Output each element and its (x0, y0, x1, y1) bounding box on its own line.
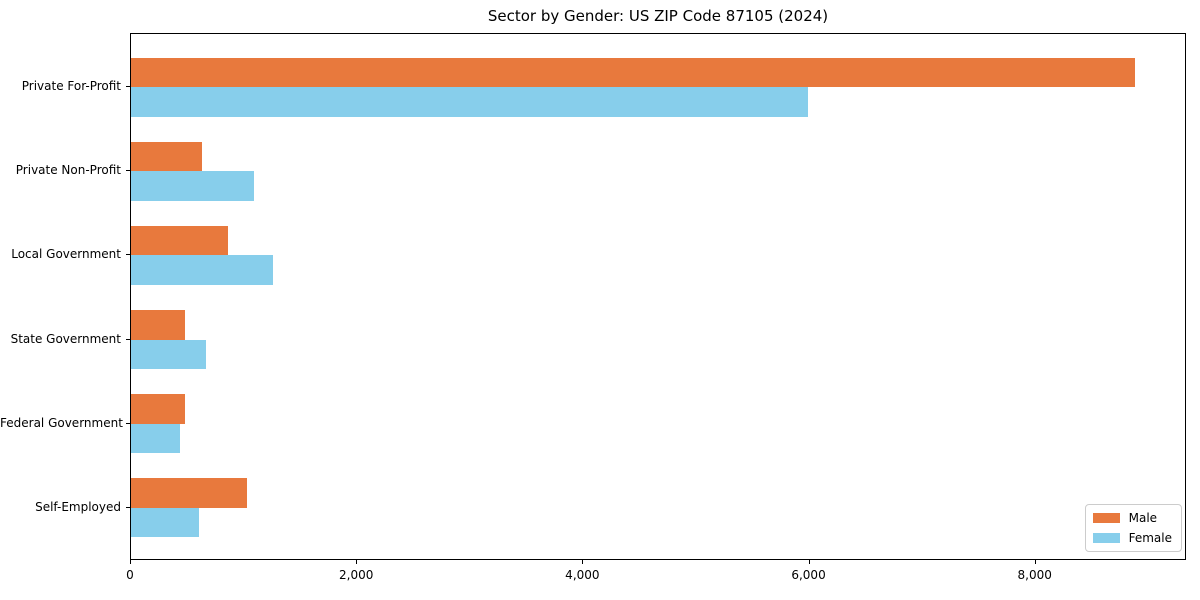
bar-female-federal-government (131, 423, 180, 453)
legend-label-male: Male (1128, 511, 1158, 525)
category-label-state-government: State Government (10, 331, 121, 346)
bar-female-local-government (131, 255, 274, 285)
bar-female-private-for-profit (131, 87, 809, 117)
bar-male-self-employed (131, 478, 248, 508)
category-label-private-for-profit: Private For-Profit (21, 79, 121, 94)
bar-female-self-employed (131, 507, 199, 538)
bar-male-local-government (131, 226, 229, 256)
x-tick (1034, 560, 1036, 564)
plot-area: Male Female (130, 33, 1186, 560)
bar-male-state-government (131, 310, 186, 340)
y-tick (126, 170, 130, 172)
category-label-private-non-profit: Private Non-Profit (15, 163, 121, 178)
x-tick (808, 560, 810, 564)
y-tick (126, 86, 130, 88)
y-tick (126, 338, 130, 340)
x-tick (582, 560, 584, 564)
chart-title: Sector by Gender: US ZIP Code 87105 (202… (487, 7, 829, 25)
legend: Male Female (1084, 504, 1182, 552)
y-tick (126, 506, 130, 508)
y-tick (126, 422, 130, 424)
x-tick (356, 560, 358, 564)
x-tick (130, 560, 131, 564)
legend-entry-female: Female (1092, 531, 1172, 545)
x-tick-label: 2,000 (338, 568, 374, 582)
bar-male-private-non-profit (131, 142, 203, 172)
legend-entry-male: Male (1092, 511, 1172, 525)
legend-swatch-male (1092, 513, 1120, 523)
legend-label-female: Female (1128, 531, 1172, 545)
bar-female-private-non-profit (131, 171, 255, 201)
bar-male-federal-government (131, 394, 186, 424)
category-label-federal-government: Federal Government (0, 415, 123, 430)
category-label-local-government: Local Government (11, 247, 121, 262)
x-tick-label: 6,000 (791, 568, 826, 582)
bar-female-state-government (131, 339, 206, 369)
bar-male-private-for-profit (131, 57, 1136, 88)
category-label-self-employed: Self-Employed (35, 499, 121, 514)
y-tick (126, 254, 130, 256)
x-tick-label: 4,000 (565, 568, 600, 582)
x-tick-label: 0 (126, 568, 134, 582)
x-tick-label: 8,000 (1017, 568, 1052, 582)
legend-swatch-female (1092, 533, 1120, 543)
